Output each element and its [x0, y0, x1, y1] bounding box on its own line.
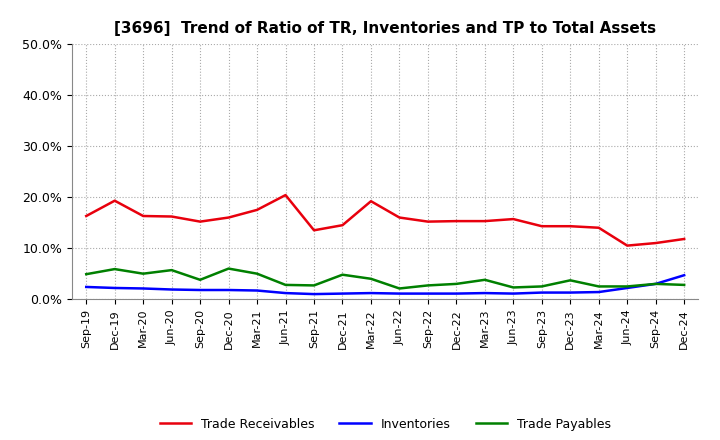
Inventories [110, 285, 119, 290]
Line: Trade Receivables: Trade Receivables [86, 195, 684, 246]
Inventories [282, 290, 290, 296]
Trade Payables [537, 284, 546, 289]
Trade Payables [366, 276, 375, 282]
Trade Receivables [338, 223, 347, 228]
Trade Receivables [395, 215, 404, 220]
Inventories [253, 288, 261, 293]
Trade Payables [566, 278, 575, 283]
Trade Payables [253, 271, 261, 276]
Line: Trade Payables: Trade Payables [86, 268, 684, 289]
Trade Payables [480, 277, 489, 282]
Trade Payables [395, 286, 404, 291]
Inventories [196, 287, 204, 293]
Trade Receivables [225, 215, 233, 220]
Inventories [623, 285, 631, 290]
Legend: Trade Receivables, Inventories, Trade Payables: Trade Receivables, Inventories, Trade Pa… [155, 413, 616, 436]
Trade Receivables [282, 192, 290, 198]
Trade Payables [310, 283, 318, 288]
Inventories [167, 287, 176, 292]
Inventories [225, 287, 233, 293]
Trade Payables [595, 284, 603, 289]
Trade Payables [139, 271, 148, 276]
Trade Payables [623, 284, 631, 289]
Inventories [310, 291, 318, 297]
Trade Payables [652, 281, 660, 286]
Trade Payables [282, 282, 290, 288]
Trade Receivables [139, 213, 148, 219]
Inventories [595, 290, 603, 295]
Trade Receivables [82, 213, 91, 219]
Trade Payables [452, 281, 461, 286]
Trade Receivables [509, 216, 518, 222]
Trade Payables [110, 267, 119, 272]
Trade Payables [167, 268, 176, 273]
Trade Receivables [167, 214, 176, 219]
Inventories [452, 291, 461, 296]
Inventories [366, 290, 375, 296]
Trade Payables [509, 285, 518, 290]
Trade Payables [225, 266, 233, 271]
Title: [3696]  Trend of Ratio of TR, Inventories and TP to Total Assets: [3696] Trend of Ratio of TR, Inventories… [114, 21, 656, 36]
Inventories [139, 286, 148, 291]
Trade Receivables [537, 224, 546, 229]
Inventories [480, 290, 489, 296]
Inventories [338, 291, 347, 296]
Trade Receivables [595, 225, 603, 231]
Trade Receivables [423, 219, 432, 224]
Trade Receivables [366, 198, 375, 204]
Trade Payables [423, 283, 432, 288]
Inventories [680, 272, 688, 278]
Trade Receivables [652, 240, 660, 246]
Trade Receivables [253, 207, 261, 213]
Inventories [652, 281, 660, 286]
Inventories [566, 290, 575, 295]
Inventories [395, 291, 404, 296]
Trade Receivables [196, 219, 204, 224]
Trade Receivables [310, 227, 318, 233]
Line: Inventories: Inventories [86, 275, 684, 294]
Trade Payables [196, 277, 204, 282]
Trade Payables [82, 271, 91, 277]
Trade Receivables [566, 224, 575, 229]
Trade Receivables [452, 219, 461, 224]
Trade Payables [680, 282, 688, 288]
Inventories [509, 291, 518, 296]
Inventories [82, 284, 91, 290]
Trade Payables [338, 272, 347, 277]
Trade Receivables [680, 236, 688, 242]
Trade Receivables [623, 243, 631, 248]
Trade Receivables [110, 198, 119, 203]
Inventories [423, 291, 432, 296]
Trade Receivables [480, 219, 489, 224]
Inventories [537, 290, 546, 295]
